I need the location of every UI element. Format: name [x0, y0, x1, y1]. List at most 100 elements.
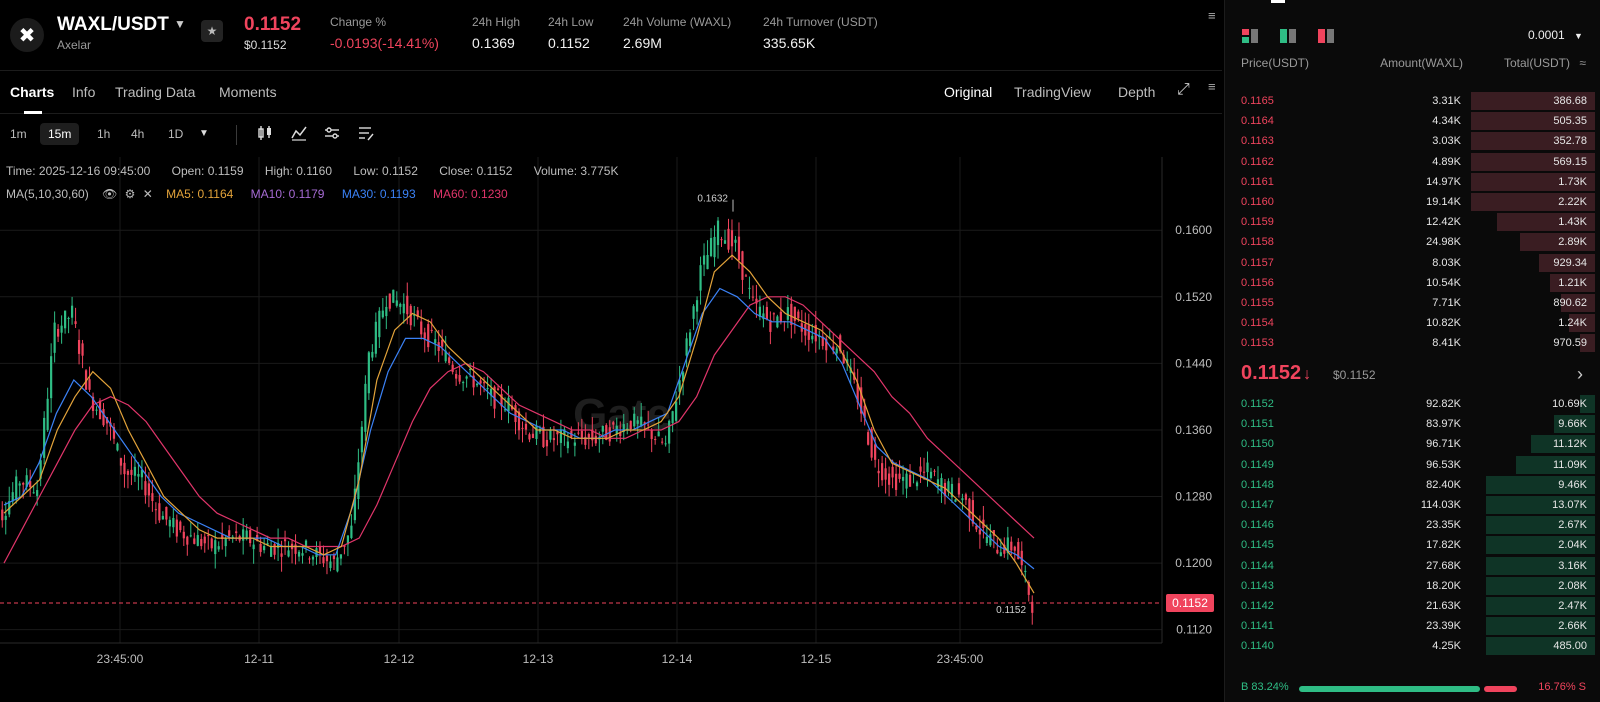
- candle-body: [528, 434, 531, 440]
- ask-row[interactable]: 0.1154 10.82K 1.24K: [1225, 313, 1600, 333]
- interval-1m[interactable]: 1m: [10, 127, 27, 141]
- view-depth[interactable]: Depth: [1118, 84, 1156, 100]
- ask-total: 1.24K: [1558, 317, 1587, 330]
- ask-total: 352.78: [1553, 135, 1587, 148]
- ask-row[interactable]: 0.1160 19.14K 2.22K: [1225, 192, 1600, 212]
- ask-row[interactable]: 0.1164 4.34K 505.35: [1225, 111, 1600, 131]
- x-tick-label: 12-12: [384, 652, 415, 666]
- bid-row[interactable]: 0.1149 96.53K 11.09K: [1225, 455, 1600, 475]
- toolbar-divider: [236, 125, 237, 145]
- bid-total: 10.69K: [1552, 398, 1587, 410]
- last-price: 0.1152: [244, 14, 302, 35]
- candle-body: [175, 519, 178, 537]
- panel-menu-icon[interactable]: ≡: [1208, 79, 1216, 94]
- ask-amount: 19.14K: [1426, 196, 1461, 208]
- ask-amount: 3.03K: [1432, 135, 1461, 148]
- ma5-line: [3, 254, 1035, 594]
- candle-body: [647, 424, 650, 426]
- interval-4h[interactable]: 4h: [131, 127, 145, 141]
- pair-dropdown-caret-icon[interactable]: ▼: [174, 17, 186, 31]
- bid-price: 0.1144: [1241, 559, 1274, 572]
- ask-row[interactable]: 0.1153 8.41K 970.59: [1225, 333, 1600, 353]
- bid-row[interactable]: 0.1144 27.68K 3.16K: [1225, 556, 1600, 576]
- book-asks-icon[interactable]: [1317, 28, 1335, 44]
- market-header: ✖ WAXL/USDT ▼ Axelar ★ 0.1152 $0.1152 Ch…: [0, 0, 1222, 68]
- bid-row[interactable]: 0.1152 92.82K 10.69K: [1225, 394, 1600, 414]
- header-menu-icon[interactable]: ≡: [1208, 8, 1216, 23]
- indicator-icon[interactable]: [290, 124, 308, 142]
- change-label: Change %: [330, 15, 387, 29]
- ask-row[interactable]: 0.1162 4.89K 569.15: [1225, 152, 1600, 172]
- bid-row[interactable]: 0.1140 4.25K 485.00: [1225, 636, 1600, 656]
- candle-body: [968, 498, 971, 519]
- ask-row[interactable]: 0.1165 3.31K 386.68: [1225, 91, 1600, 111]
- tab-moments[interactable]: Moments: [219, 84, 277, 100]
- bid-row[interactable]: 0.1151 83.97K 9.66K: [1225, 414, 1600, 434]
- candle-body: [4, 515, 7, 520]
- candle-body: [888, 473, 891, 485]
- candle-body: [322, 557, 325, 564]
- total-unit-toggle-icon[interactable]: ≈: [1579, 56, 1586, 70]
- candle-body: [119, 458, 123, 466]
- pair-name[interactable]: WAXL/USDT: [57, 14, 169, 35]
- ask-row[interactable]: 0.1158 24.98K 2.89K: [1225, 232, 1600, 252]
- candle-body: [758, 306, 762, 317]
- candlestick-type-icon[interactable]: [256, 124, 274, 142]
- candle-body: [385, 306, 388, 317]
- bid-row[interactable]: 0.1147 114.03K 13.07K: [1225, 495, 1600, 515]
- high-label: 24h High: [472, 15, 521, 29]
- bid-price: 0.1150: [1241, 438, 1274, 451]
- tab-trading-data[interactable]: Trading Data: [115, 84, 196, 100]
- candle-body: [702, 255, 706, 265]
- ask-row[interactable]: 0.1161 14.97K 1.73K: [1225, 172, 1600, 192]
- ask-row[interactable]: 0.1156 10.54K 1.21K: [1225, 273, 1600, 293]
- candle-body: [755, 298, 758, 304]
- favorite-star-button[interactable]: ★: [201, 20, 223, 42]
- candle-body: [458, 375, 461, 382]
- ask-row[interactable]: 0.1157 8.03K 929.34: [1225, 253, 1600, 273]
- interval-1d[interactable]: 1D: [168, 127, 184, 141]
- candle-body: [552, 438, 556, 441]
- bid-row[interactable]: 0.1142 21.63K 2.47K: [1225, 596, 1600, 616]
- view-original[interactable]: Original: [944, 84, 993, 100]
- precision-select[interactable]: 0.0001 ▼: [1528, 28, 1583, 42]
- ask-amount: 8.41K: [1432, 337, 1461, 350]
- chevron-right-icon[interactable]: ›: [1577, 364, 1583, 384]
- candle-body: [252, 544, 255, 550]
- low-value: 0.1152: [548, 35, 590, 51]
- book-both-icon[interactable]: [1241, 28, 1259, 44]
- bid-row[interactable]: 0.1146 23.35K 2.67K: [1225, 515, 1600, 535]
- drawing-tools-icon[interactable]: [357, 124, 375, 142]
- tab-info[interactable]: Info: [72, 84, 96, 100]
- candle-body: [36, 490, 39, 496]
- candle-body: [151, 493, 154, 502]
- candle-body: [242, 529, 245, 541]
- ask-price: 0.1161: [1241, 175, 1274, 188]
- ask-price: 0.1157: [1241, 256, 1274, 269]
- bid-row[interactable]: 0.1145 17.82K 2.04K: [1225, 535, 1600, 555]
- ask-row[interactable]: 0.1163 3.03K 352.78: [1225, 131, 1600, 151]
- view-tradingview[interactable]: TradingView: [1014, 84, 1092, 100]
- candle-body: [573, 442, 576, 446]
- bid-row[interactable]: 0.1143 18.20K 2.08K: [1225, 576, 1600, 596]
- bid-row[interactable]: 0.1141 23.39K 2.66K: [1225, 616, 1600, 636]
- interval-dropdown-icon[interactable]: ▼: [199, 128, 209, 139]
- ask-row[interactable]: 0.1155 7.71K 890.62: [1225, 293, 1600, 313]
- ask-row[interactable]: 0.1159 12.42K 1.43K: [1225, 212, 1600, 232]
- pair-subtitle: Axelar: [57, 38, 92, 52]
- expand-icon[interactable]: ⤢: [1177, 81, 1190, 98]
- book-bids-icon[interactable]: [1279, 28, 1297, 44]
- candle-body: [416, 310, 419, 317]
- bid-row[interactable]: 0.1148 82.40K 9.46K: [1225, 475, 1600, 495]
- bid-row[interactable]: 0.1150 96.71K 11.12K: [1225, 434, 1600, 454]
- settings-sliders-icon[interactable]: [323, 124, 341, 142]
- candle-body: [392, 289, 395, 303]
- candle-body: [74, 321, 77, 324]
- tab-charts[interactable]: Charts: [10, 84, 55, 100]
- interval-15m[interactable]: 15m: [40, 123, 80, 145]
- interval-1h[interactable]: 1h: [97, 127, 111, 141]
- candle-body: [664, 443, 667, 445]
- candle-body: [797, 311, 800, 319]
- axelar-logo-icon: ✖: [10, 18, 44, 52]
- price-chart[interactable]: 0.1600 0.1520 0.1440 0.1360 0.1280 0.1200 0.11…: [0, 157, 1222, 702]
